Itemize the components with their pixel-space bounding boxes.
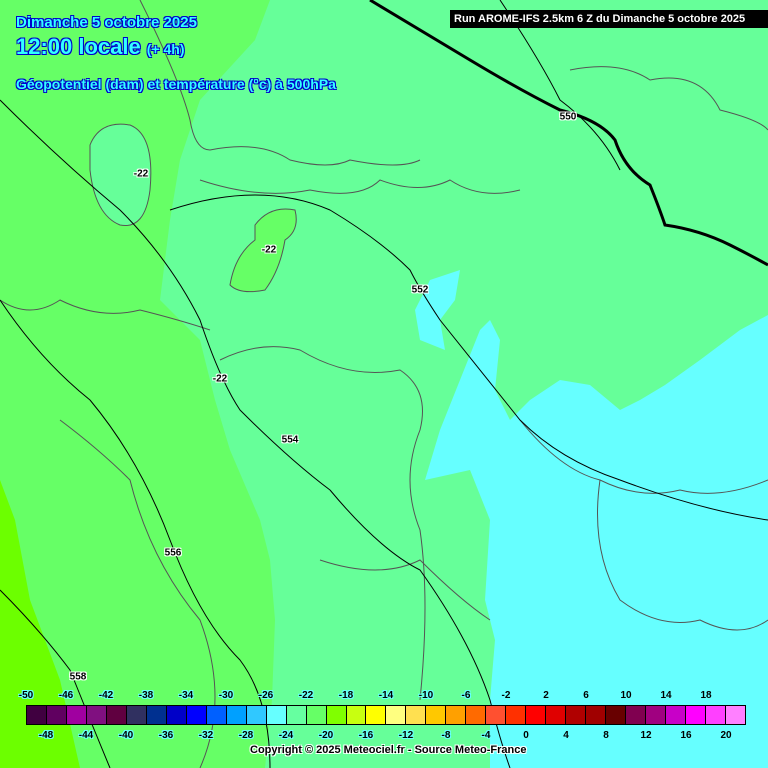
legend-swatch (466, 706, 487, 724)
run-info: Run AROME-IFS 2.5km 6 Z du Dimanche 5 oc… (450, 10, 768, 28)
legend-swatch (606, 706, 627, 724)
legend-swatch (106, 706, 127, 724)
legend-label: -36 (158, 730, 174, 741)
legend-swatch (46, 706, 67, 724)
legend-label: -48 (38, 730, 54, 741)
legend-swatch (266, 706, 287, 724)
legend-swatch (126, 706, 147, 724)
legend-swatch (646, 706, 666, 724)
legend-label: -18 (338, 690, 354, 701)
legend-label: 8 (603, 730, 609, 741)
legend-swatch (66, 706, 87, 724)
legend-swatch (546, 706, 567, 724)
time-offset: (+ 4h) (146, 41, 185, 57)
forecast-time: 12:00 locale (+ 4h) (16, 34, 184, 60)
contour-label: 552 (411, 284, 429, 296)
legend-swatch (246, 706, 267, 724)
legend-swatch (426, 706, 447, 724)
contour-label: -22 (212, 373, 228, 385)
legend-label: -20 (318, 730, 334, 741)
contour-label: 556 (164, 547, 182, 559)
legend-swatch (206, 706, 227, 724)
legend-swatch (146, 706, 167, 724)
legend-label: -24 (278, 730, 294, 741)
legend-label: 2 (543, 690, 549, 701)
temp-zone-22 (229, 208, 297, 293)
legend-swatch (566, 706, 587, 724)
time-label: 12:00 locale (16, 34, 141, 59)
legend-swatch (685, 706, 706, 724)
temp-zone-20 (0, 480, 80, 768)
legend-label: -50 (18, 690, 34, 701)
legend-swatch (166, 706, 187, 724)
legend-swatch (306, 706, 327, 724)
legend-label: -34 (178, 690, 194, 701)
legend-label: -16 (358, 730, 374, 741)
legend-swatch (406, 706, 427, 724)
legend-swatch (366, 706, 387, 724)
legend-label: -12 (398, 730, 414, 741)
legend-swatch (586, 706, 607, 724)
legend-label: -42 (98, 690, 114, 701)
legend-label: -4 (481, 730, 491, 741)
temperature-legend (26, 705, 746, 725)
legend-label: 6 (583, 690, 589, 701)
legend-swatch (446, 706, 467, 724)
copyright: Copyright © 2025 Meteociel.fr - Source M… (250, 744, 527, 756)
border-line (369, 0, 768, 267)
legend-label: 18 (700, 690, 712, 701)
temp-zone-22 (89, 123, 152, 227)
legend-label: -40 (118, 730, 134, 741)
contour-label: 550 (559, 111, 577, 123)
legend-label: -30 (218, 690, 234, 701)
legend-label: -26 (258, 690, 274, 701)
legend-swatch (666, 706, 686, 724)
legend-label: -10 (418, 690, 434, 701)
forecast-date: Dimanche 5 octobre 2025 (16, 14, 197, 31)
legend-label: 14 (660, 690, 672, 701)
legend-swatch (725, 706, 745, 724)
legend-label: 20 (720, 730, 732, 741)
legend-swatch (486, 706, 507, 724)
legend-label: -2 (501, 690, 511, 701)
field-title: Géopotentiel (dam) et température (°c) à… (16, 76, 336, 92)
temp-zone-26 (415, 270, 460, 350)
legend-swatch (506, 706, 527, 724)
contour-label: -22 (133, 168, 149, 180)
legend-label: -44 (78, 730, 94, 741)
contour-label: 558 (69, 671, 87, 683)
contour-label: 554 (281, 434, 299, 446)
legend-swatch (286, 706, 307, 724)
legend-swatch (526, 706, 547, 724)
legend-label: -6 (461, 690, 471, 701)
contour-label: -22 (261, 244, 277, 256)
temp-zone-26 (425, 315, 768, 768)
legend-swatch (226, 706, 247, 724)
legend-label: 10 (620, 690, 632, 701)
legend-label: -46 (58, 690, 74, 701)
legend-swatch (705, 706, 726, 724)
legend-label: -28 (238, 730, 254, 741)
legend-swatch (386, 706, 407, 724)
legend-label: 12 (640, 730, 652, 741)
legend-label: -14 (378, 690, 394, 701)
legend-label: 16 (680, 730, 692, 741)
legend-label: 0 (523, 730, 529, 741)
legend-swatch (86, 706, 107, 724)
legend-swatch (326, 706, 347, 724)
legend-swatch (186, 706, 207, 724)
legend-swatch (626, 706, 647, 724)
legend-label: -8 (441, 730, 451, 741)
legend-label: -38 (138, 690, 154, 701)
legend-swatch (346, 706, 367, 724)
legend-label: -32 (198, 730, 214, 741)
legend-label: -22 (298, 690, 314, 701)
legend-label: 4 (563, 730, 569, 741)
temp-zone-22 (0, 0, 275, 768)
legend-swatch (27, 706, 47, 724)
